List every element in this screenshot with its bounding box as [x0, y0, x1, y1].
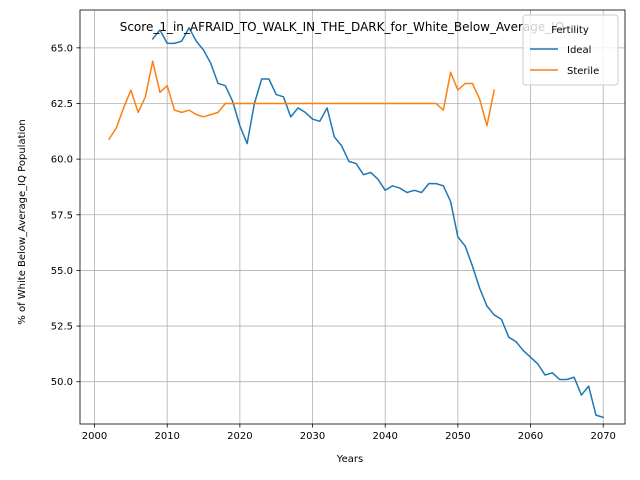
legend-label-sterile: Sterile [567, 66, 599, 77]
series-line-sterile [108, 60, 496, 141]
legend-label-ideal: Ideal [567, 45, 591, 56]
x-axis-label: Years [336, 454, 363, 465]
x-tick-label: 2010 [154, 431, 179, 442]
y-tick-label: 60.0 [51, 155, 73, 166]
chart-title: Score_1_in_AFRAID_TO_WALK_IN_THE_DARK_fo… [120, 20, 565, 34]
series-line-ideal [151, 27, 605, 419]
x-tick-label: 2060 [518, 431, 543, 442]
plot-frame [79, 9, 626, 425]
y-tick-label: 57.5 [51, 210, 73, 221]
y-axis-ticks: 50.0 52.5 55.0 57.5 60.0 62.5 65.0 [51, 43, 80, 388]
x-tick-label: 2020 [227, 431, 252, 442]
x-tick-label: 2070 [590, 431, 615, 442]
y-axis-label: % of White Below_Average_IQ Population [17, 119, 28, 324]
y-tick-label: 52.5 [51, 322, 73, 333]
x-tick-label: 2000 [82, 431, 107, 442]
x-tick-label: 2030 [300, 431, 325, 442]
x-tick-label: 2050 [445, 431, 470, 442]
y-tick-label: 50.0 [51, 377, 73, 388]
y-tick-label: 55.0 [51, 266, 73, 277]
series-lines [108, 27, 605, 419]
x-axis-ticks: 2000 2010 2020 2030 2040 2050 2060 2070 [82, 424, 616, 442]
y-tick-label: 62.5 [51, 99, 73, 110]
y-tick-label: 65.0 [51, 43, 73, 54]
legend: Fertility Ideal Sterile [522, 14, 619, 86]
x-tick-label: 2040 [372, 431, 397, 442]
legend-box [522, 14, 619, 86]
legend-title: Fertility [551, 25, 589, 36]
